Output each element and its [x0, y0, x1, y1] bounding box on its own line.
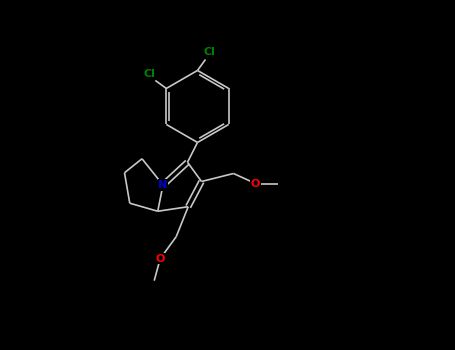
- Text: Cl: Cl: [143, 69, 155, 79]
- Text: O: O: [156, 254, 165, 264]
- Text: N: N: [158, 180, 167, 190]
- Text: Cl: Cl: [203, 48, 215, 57]
- Text: O: O: [251, 178, 260, 189]
